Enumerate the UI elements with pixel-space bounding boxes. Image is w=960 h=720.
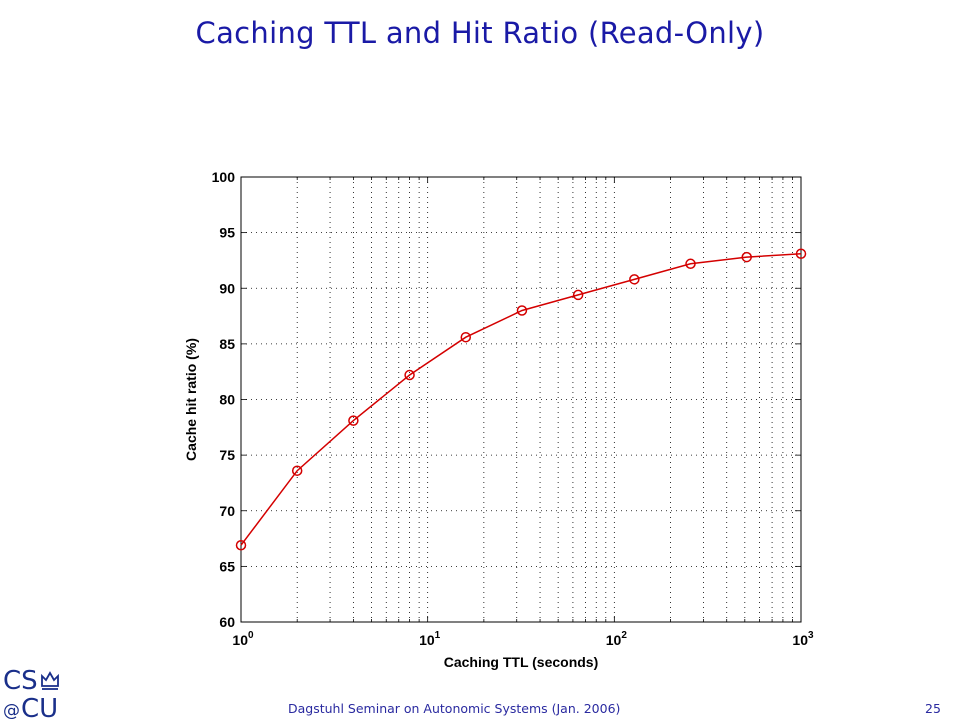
x-tick-labels: 100 101 102 103 xyxy=(232,630,814,648)
x-axis-label: Caching TTL (seconds) xyxy=(444,654,599,670)
data-point xyxy=(404,369,415,381)
x-tick-label: 101 xyxy=(419,630,441,648)
svg-text:CU: CU xyxy=(21,694,58,720)
data-point xyxy=(629,274,640,285)
data-point xyxy=(291,465,303,476)
crown-icon xyxy=(41,671,59,690)
y-tick-label: 75 xyxy=(219,447,235,463)
y-axis-label: Cache hit ratio (%) xyxy=(183,338,199,461)
tick-marks xyxy=(241,176,801,623)
slide-title: Caching TTL and Hit Ratio (Read-Only) xyxy=(195,16,765,50)
data-point xyxy=(685,258,696,270)
data-points xyxy=(235,248,807,551)
data-point xyxy=(516,305,528,316)
y-tick-label: 90 xyxy=(219,280,235,296)
x-tick-label: 103 xyxy=(792,630,814,648)
grid-lines xyxy=(241,177,801,622)
cs-at-cu-logo: CS @ CU xyxy=(3,666,59,720)
page-number: 25 xyxy=(925,701,941,716)
data-point xyxy=(741,251,752,263)
y-tick-label: 80 xyxy=(219,392,235,408)
x-tick-label: 100 xyxy=(232,630,254,648)
svg-text:CS: CS xyxy=(3,666,38,696)
y-tick-labels: 60 65 70 75 80 85 90 95 100 xyxy=(212,169,236,630)
data-point xyxy=(795,248,807,260)
data-point xyxy=(235,539,247,551)
data-point xyxy=(460,331,472,343)
data-point xyxy=(348,415,359,426)
data-point xyxy=(572,289,584,301)
series-line xyxy=(240,253,802,546)
svg-text:@: @ xyxy=(3,701,20,720)
y-tick-label: 70 xyxy=(219,503,235,519)
y-tick-label: 65 xyxy=(219,558,235,574)
footer-text: Dagstuhl Seminar on Autonomic Systems (J… xyxy=(288,701,621,716)
x-tick-label: 102 xyxy=(606,630,628,648)
y-tick-label: 95 xyxy=(219,225,235,241)
y-tick-label: 100 xyxy=(212,169,236,185)
y-tick-label: 60 xyxy=(219,614,235,630)
y-tick-label: 85 xyxy=(219,336,235,352)
